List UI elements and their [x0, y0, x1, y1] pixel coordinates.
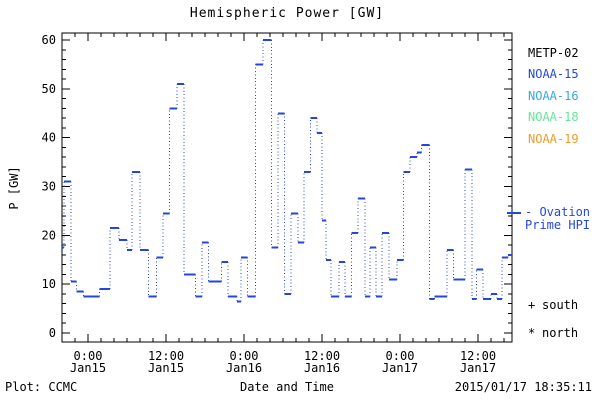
- y-tick-label: 30: [42, 180, 56, 194]
- legend-satellite-noaa19: NOAA-19: [528, 132, 579, 146]
- plot-source-label: Plot: CCMC: [5, 380, 78, 394]
- plot-timestamp: 2015/01/17 18:35:11: [454, 380, 592, 394]
- data-series-noaa-15-ovation-prime-hpi: [62, 39, 512, 303]
- legend-ovation-prime-hpi: - Ovation Prime HPI: [525, 206, 590, 232]
- x-tick-time-label: 12:00: [460, 349, 496, 363]
- x-tick-date-label: Jan15: [70, 361, 106, 375]
- chart-title: Hemispheric Power [GW]: [189, 6, 385, 21]
- y-tick-label: 10: [42, 277, 56, 291]
- x-tick-date-label: Jan17: [382, 361, 418, 375]
- legend-marker-south: + south: [528, 298, 578, 312]
- x-tick-date-label: Jan16: [226, 361, 262, 375]
- y-axis-ticks: 0 10 20 30 40 50 60: [42, 33, 512, 340]
- legend-marker-south-label: south: [542, 298, 579, 312]
- asterisk-marker-icon: *: [528, 326, 536, 340]
- plot-frame: [61, 32, 513, 343]
- x-tick-time-label: 12:00: [304, 349, 340, 363]
- legend-satellite-metp02: METP-02: [528, 46, 579, 60]
- y-tick-label: 60: [42, 33, 56, 47]
- legend-satellite-noaa18: NOAA-18: [528, 110, 579, 124]
- x-tick-date-label: Jan15: [148, 361, 184, 375]
- x-axis-ticks: 0:00Jan1512:00Jan150:00Jan1612:00Jan160:…: [70, 33, 505, 375]
- legend-satellite-noaa15: NOAA-15: [528, 67, 579, 81]
- y-tick-label: 0: [49, 326, 56, 340]
- x-tick-time-label: 0:00: [386, 349, 415, 363]
- legend-ovation-line2: Prime HPI: [525, 218, 591, 232]
- y-tick-label: 40: [42, 131, 56, 145]
- legend-marker-north-label: north: [542, 326, 579, 340]
- y-axis-label: P [GW]: [7, 166, 21, 210]
- legend-satellite-noaa16: NOAA-16: [528, 89, 579, 103]
- x-tick-time-label: 0:00: [230, 349, 259, 363]
- y-tick-label: 50: [42, 82, 56, 96]
- plus-marker-icon: +: [528, 298, 536, 312]
- legend-marker-north: * north: [528, 326, 578, 340]
- x-tick-date-label: Jan17: [460, 361, 496, 375]
- y-tick-label: 20: [42, 228, 56, 242]
- x-tick-date-label: Jan16: [304, 361, 340, 375]
- x-tick-time-label: 12:00: [148, 349, 184, 363]
- x-axis-label: Date and Time: [240, 380, 334, 394]
- x-tick-time-label: 0:00: [74, 349, 103, 363]
- legend-ovation-line1: - Ovation: [525, 205, 591, 219]
